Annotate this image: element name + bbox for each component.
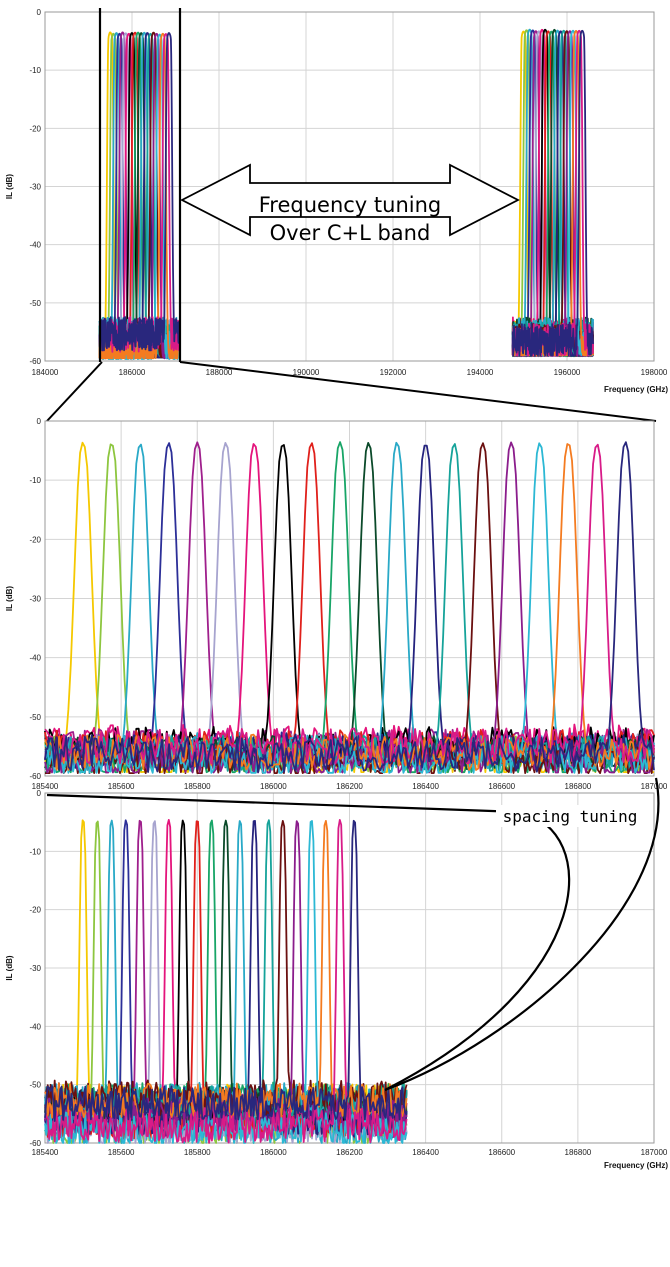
x-tick-label: 194000 (467, 368, 494, 377)
y-tick-label: -60 (29, 1139, 41, 1148)
y-tick-label: -30 (29, 183, 41, 192)
y-tick-label: -50 (29, 299, 41, 308)
y-tick-label: -30 (29, 595, 41, 604)
y-tick-label: -40 (29, 654, 41, 663)
y-axis-label: IL (dB) (5, 174, 14, 200)
x-tick-label: 187000 (641, 782, 668, 791)
zoom-selection (46, 8, 657, 422)
x-tick-label: 186600 (488, 782, 515, 791)
frequency-tuning-arrow: Frequency tuning Over C+L band (180, 163, 520, 245)
y-tick-label: -10 (29, 476, 41, 485)
x-tick-label: 196000 (554, 368, 581, 377)
y-tick-label: -10 (29, 847, 41, 856)
y-tick-label: -40 (29, 241, 41, 250)
arrow-text-line-2: Over C+L band (270, 221, 431, 245)
y-tick-label: -10 (29, 66, 41, 75)
chart-3-series (44, 819, 408, 1144)
x-tick-label: 186800 (565, 782, 592, 791)
x-tick-label: 187000 (641, 1148, 668, 1157)
arrow-text-line-1: Frequency tuning (259, 193, 442, 217)
spacing-tuning-annotation: spacing tuning (46, 777, 660, 1092)
channel-line (44, 819, 408, 1122)
filter-group-2-channel-line (511, 29, 594, 357)
chart-2-series (44, 441, 655, 774)
x-axis-label: Frequency (GHz) (604, 385, 668, 394)
y-tick-label: -30 (29, 964, 41, 973)
x-tick-label: 186400 (412, 1148, 439, 1157)
y-tick-label: -40 (29, 1022, 41, 1031)
x-tick-label: 190000 (293, 368, 320, 377)
channel-line (44, 820, 408, 1144)
x-tick-label: 188000 (206, 368, 233, 377)
x-tick-label: 184000 (32, 368, 59, 377)
y-axis-label: IL (dB) (5, 586, 14, 612)
y-tick-label: -60 (29, 357, 41, 366)
y-tick-label: -20 (29, 124, 41, 133)
spacing-label-bg (496, 805, 646, 827)
x-tick-label: 186600 (488, 1148, 515, 1157)
plot-frame (44, 420, 655, 777)
x-tick-label: 185800 (184, 1148, 211, 1157)
x-tick-label: 186200 (336, 782, 363, 791)
zoom-connector-left (46, 361, 103, 422)
x-tick-label: 185600 (108, 782, 135, 791)
channel-line (44, 441, 655, 773)
y-tick-label: -60 (29, 772, 41, 781)
chart-1-series (98, 28, 594, 361)
y-tick-label: -20 (29, 906, 41, 915)
spacing-tuning-label: spacing tuning (503, 807, 638, 826)
y-tick-label: -50 (29, 713, 41, 722)
x-tick-label: 186200 (336, 1148, 363, 1157)
filter-group-1-channel-line (98, 32, 181, 352)
x-tick-label: 186000 (260, 782, 287, 791)
x-tick-label: 186000 (119, 368, 146, 377)
y-tick-label: -50 (29, 1081, 41, 1090)
double-arrow-shape (180, 163, 520, 237)
x-tick-label: 186000 (260, 1148, 287, 1157)
x-tick-label: 185800 (184, 782, 211, 791)
x-tick-label: 186400 (412, 782, 439, 791)
spacing-curve-right (384, 777, 660, 1092)
x-tick-label: 185400 (32, 782, 59, 791)
y-axis-label: IL (dB) (5, 955, 14, 981)
x-tick-label: 185600 (108, 1148, 135, 1157)
plot-frame (44, 11, 655, 362)
x-tick-label: 186800 (565, 1148, 592, 1157)
y-tick-label: 0 (37, 8, 42, 17)
x-tick-label: 185400 (32, 1148, 59, 1157)
y-tick-label: 0 (37, 789, 42, 798)
x-tick-label: 198000 (641, 368, 668, 377)
zoom-connector-right (179, 361, 657, 422)
x-tick-label: 192000 (380, 368, 407, 377)
x-axis-label: Frequency (GHz) (604, 1161, 668, 1170)
y-tick-label: -20 (29, 535, 41, 544)
y-tick-label: 0 (37, 417, 42, 426)
